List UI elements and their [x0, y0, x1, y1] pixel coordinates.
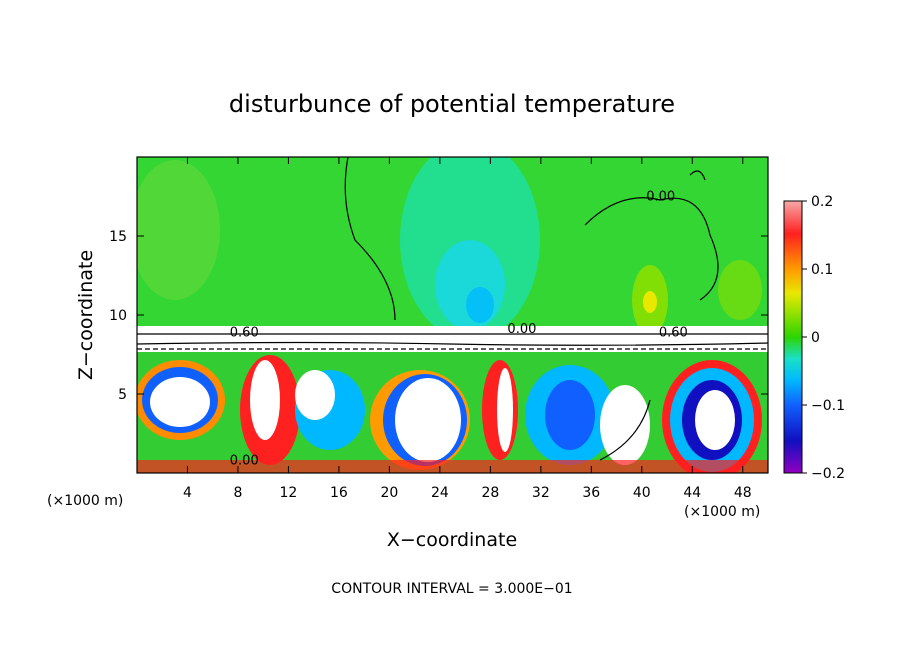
colorbar-tick-label: 0.1: [811, 262, 833, 278]
y-axis-title: Z−coordinate: [75, 250, 97, 380]
x-tick-label: 36: [582, 485, 600, 501]
colorbar: [783, 200, 803, 474]
warm-core-right: [643, 291, 657, 313]
x-tick-label: 4: [183, 485, 192, 501]
contour-label: 0.60: [659, 325, 688, 340]
x-tick-label: 40: [633, 485, 651, 501]
contour-interval-note: CONTOUR INTERVAL = 3.000E−01: [331, 581, 572, 597]
x-tick-label: 12: [280, 485, 298, 501]
x-tick-label: 44: [683, 485, 701, 501]
y-tick-label: 15: [109, 229, 127, 245]
x-axis-title: X−coordinate: [387, 529, 517, 551]
colorbar-ticks: 0.2 0.1 0 −0.1 −0.2: [802, 194, 845, 482]
colorbar-tick-label: −0.2: [811, 466, 845, 482]
y-tick-label: 5: [118, 387, 127, 403]
cool-plume-center: [466, 287, 494, 323]
colorbar-tick-label: 0: [811, 330, 820, 346]
contour-labels: 0.60 0.00 0.60 0.00 0.00: [230, 190, 688, 469]
x-tick-label: 28: [481, 485, 499, 501]
contour-lines: [137, 157, 768, 461]
warm-region-left: [137, 160, 220, 300]
x-unit-label-left: (×1000 m): [47, 493, 123, 509]
contour-label: 0.00: [230, 453, 259, 468]
eddy-7: [600, 385, 650, 465]
colorbar-tick-label: 0.2: [811, 194, 833, 210]
x-unit-label-right: (×1000 m): [684, 504, 760, 520]
contour-label: 0.00: [646, 190, 675, 205]
heatmap-field: [137, 157, 768, 473]
x-tick-label: 20: [380, 485, 398, 501]
y-axis: 5 10 15: [109, 229, 768, 403]
x-tick-label: 48: [734, 485, 752, 501]
surface-layer: [137, 460, 768, 473]
colorbar-tick-label: −0.1: [811, 398, 845, 414]
x-tick-label: 32: [532, 485, 550, 501]
chart-title: disturbunce of potential temperature: [229, 90, 675, 118]
contour-label: 0.60: [230, 325, 259, 340]
y-tick-label: 10: [109, 308, 127, 324]
x-tick-label: 24: [431, 485, 449, 501]
contour-label: 0.00: [507, 322, 536, 337]
x-axis: 4 8 12 16 20 24 28 32 36 40 44 48: [183, 157, 752, 501]
warm-region-edge: [718, 260, 762, 320]
inversion-band: [137, 326, 768, 352]
x-tick-label: 16: [330, 485, 348, 501]
x-tick-label: 8: [233, 485, 242, 501]
